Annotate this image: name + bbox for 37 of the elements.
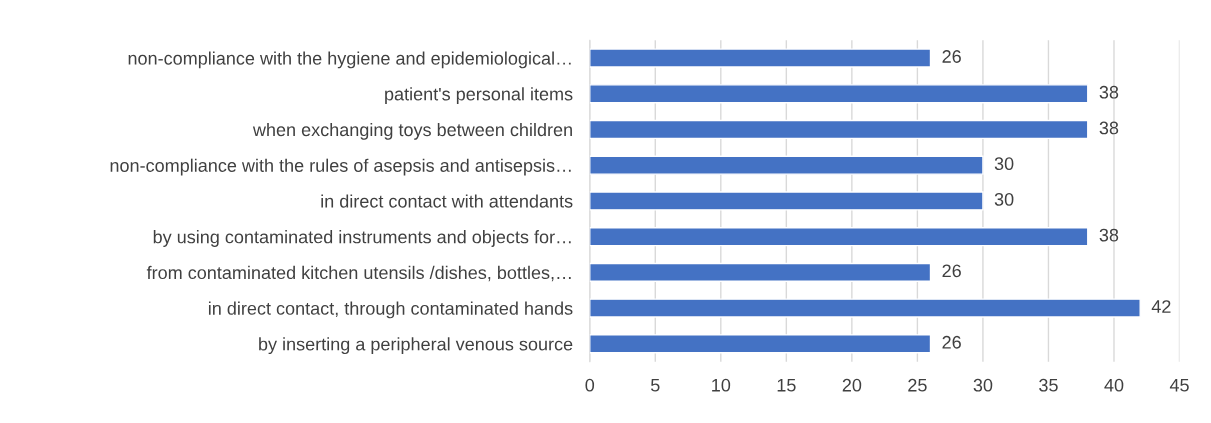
y-tick-label: patient's personal items (385, 87, 573, 105)
x-tick-label: 15 (777, 378, 796, 392)
y-tick-label: when exchanging toys between children (252, 122, 572, 140)
bar (589, 334, 932, 354)
data-label: 26 (942, 264, 961, 278)
bar (589, 262, 932, 282)
x-tick-label: 20 (842, 378, 862, 392)
y-tick-label: from contaminated kitchen utensils /dishes, bottles,… (146, 265, 571, 282)
data-label: 38 (1099, 228, 1119, 242)
x-tick-label: 25 (908, 378, 927, 392)
data-label: 26 (942, 50, 961, 63)
x-tick-label: 10 (712, 378, 731, 392)
y-tick-label: in direct contact with attendants (321, 194, 573, 208)
y-tick-label: non-compliance with the rules of asepsis and antisepsis… (110, 158, 571, 176)
x-tick-label: 0 (585, 378, 595, 392)
bar (589, 298, 1141, 318)
data-label: 42 (1151, 300, 1171, 313)
bar (589, 48, 932, 68)
data-label: 38 (1099, 121, 1119, 135)
y-tick-label: in direct contact, through contaminated hands (208, 301, 573, 319)
bar (589, 191, 984, 211)
y-tick-label: non-compliance with the hygiene and epidemiological… (128, 51, 571, 69)
bar (589, 119, 1089, 140)
bar (589, 155, 984, 175)
x-tick-label: 45 (1169, 378, 1189, 392)
y-tick-label: by using contaminated instruments and objects for… (153, 230, 571, 247)
x-tick-label: 35 (1039, 378, 1058, 392)
data-label: 30 (994, 192, 1014, 206)
data-label: 38 (1099, 85, 1119, 99)
x-tick-label: 40 (1104, 378, 1124, 392)
bar (589, 227, 1089, 247)
x-tick-label: 5 (650, 378, 660, 392)
bar (589, 84, 1089, 104)
data-label: 30 (994, 157, 1014, 171)
data-label: 26 (942, 335, 961, 349)
x-tick-label: 30 (973, 378, 993, 392)
y-tick-label: by inserting a peripheral venous source (259, 337, 573, 355)
